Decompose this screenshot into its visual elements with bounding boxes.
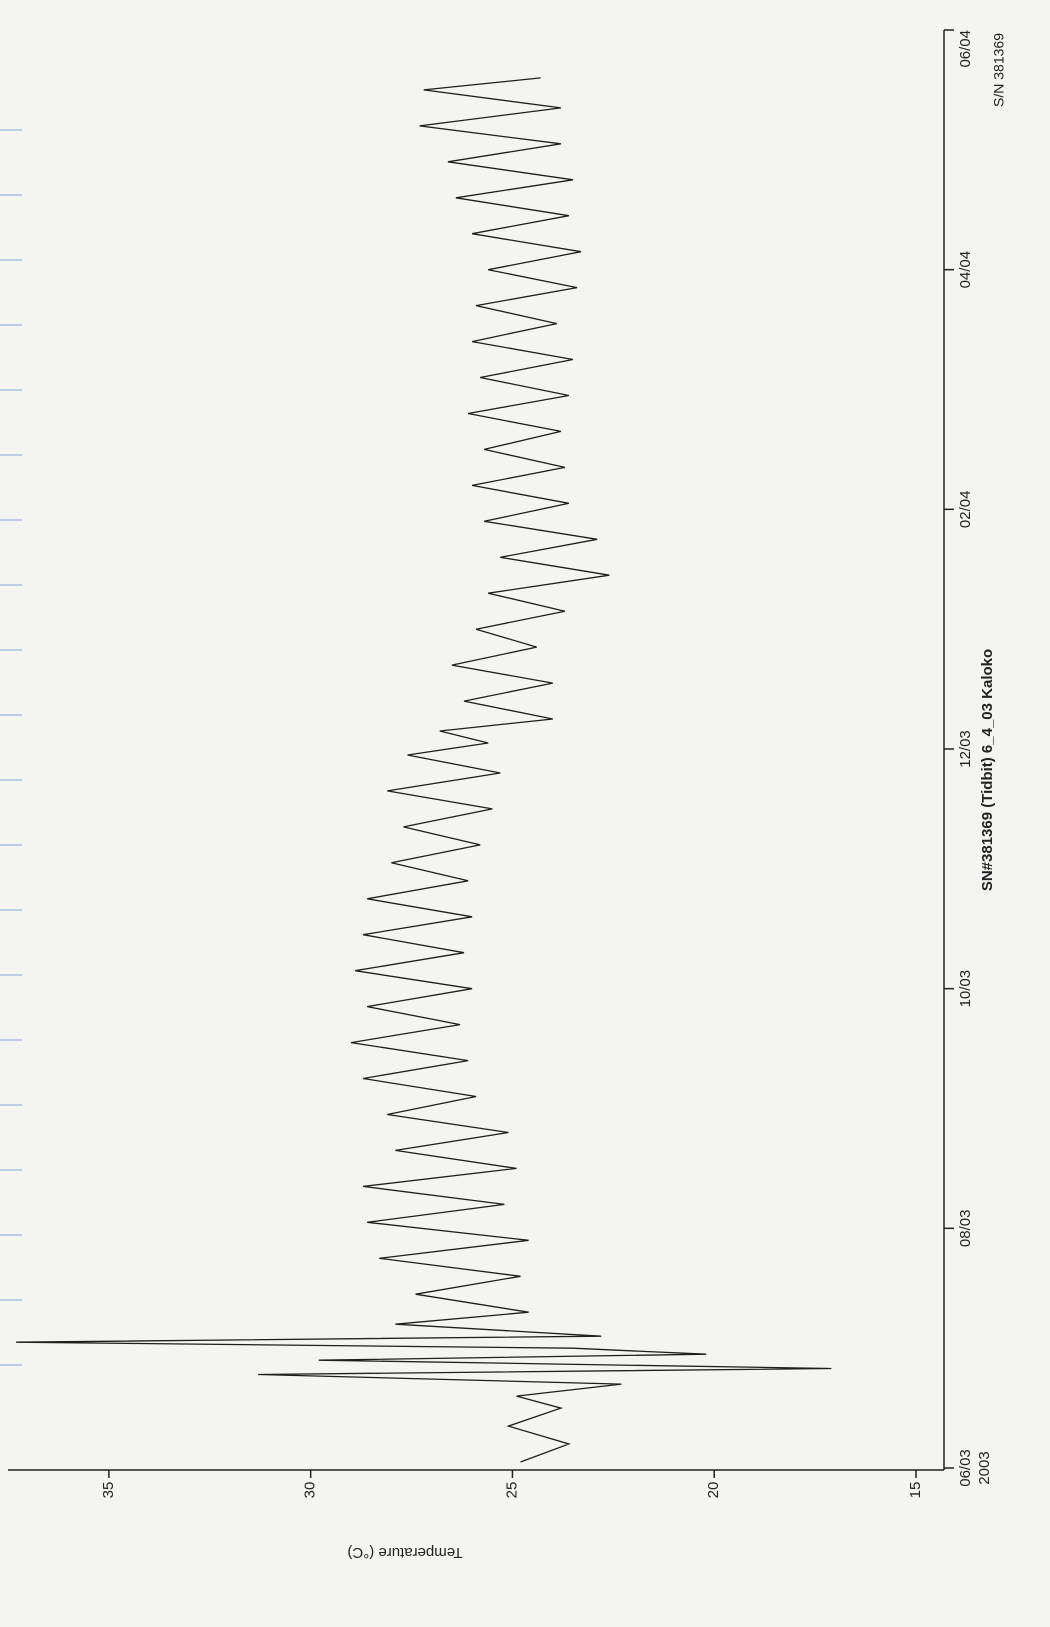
x-tick-label: 08/03 [957,1210,974,1248]
x-tick-label: 10/03 [957,970,974,1008]
serial-label: S/N 381369 [991,33,1007,107]
y-tick-label: 30 [302,1482,319,1499]
x-tick-label: 12/03 [957,730,974,768]
x-tick-label: 04/04 [957,251,974,289]
y-tick-label: 20 [705,1482,722,1499]
x-year-label: 2003 [976,1451,993,1484]
x-tick-label: 06/04 [957,30,974,68]
y-tick-label: 25 [503,1482,520,1499]
x-tick-label: 02/04 [957,491,974,529]
y-axis-label: Temperature (°C) [347,1544,462,1561]
y-tick-label: 35 [100,1482,117,1499]
y-tick-label: 15 [907,1482,924,1499]
chart-title: SN#381369 (Tidbit) 6_4_03 Kaloko [979,649,996,891]
temperature-line [16,77,832,1463]
notebook-rules [0,129,22,1366]
x-tick-label: 06/03 [957,1449,974,1487]
